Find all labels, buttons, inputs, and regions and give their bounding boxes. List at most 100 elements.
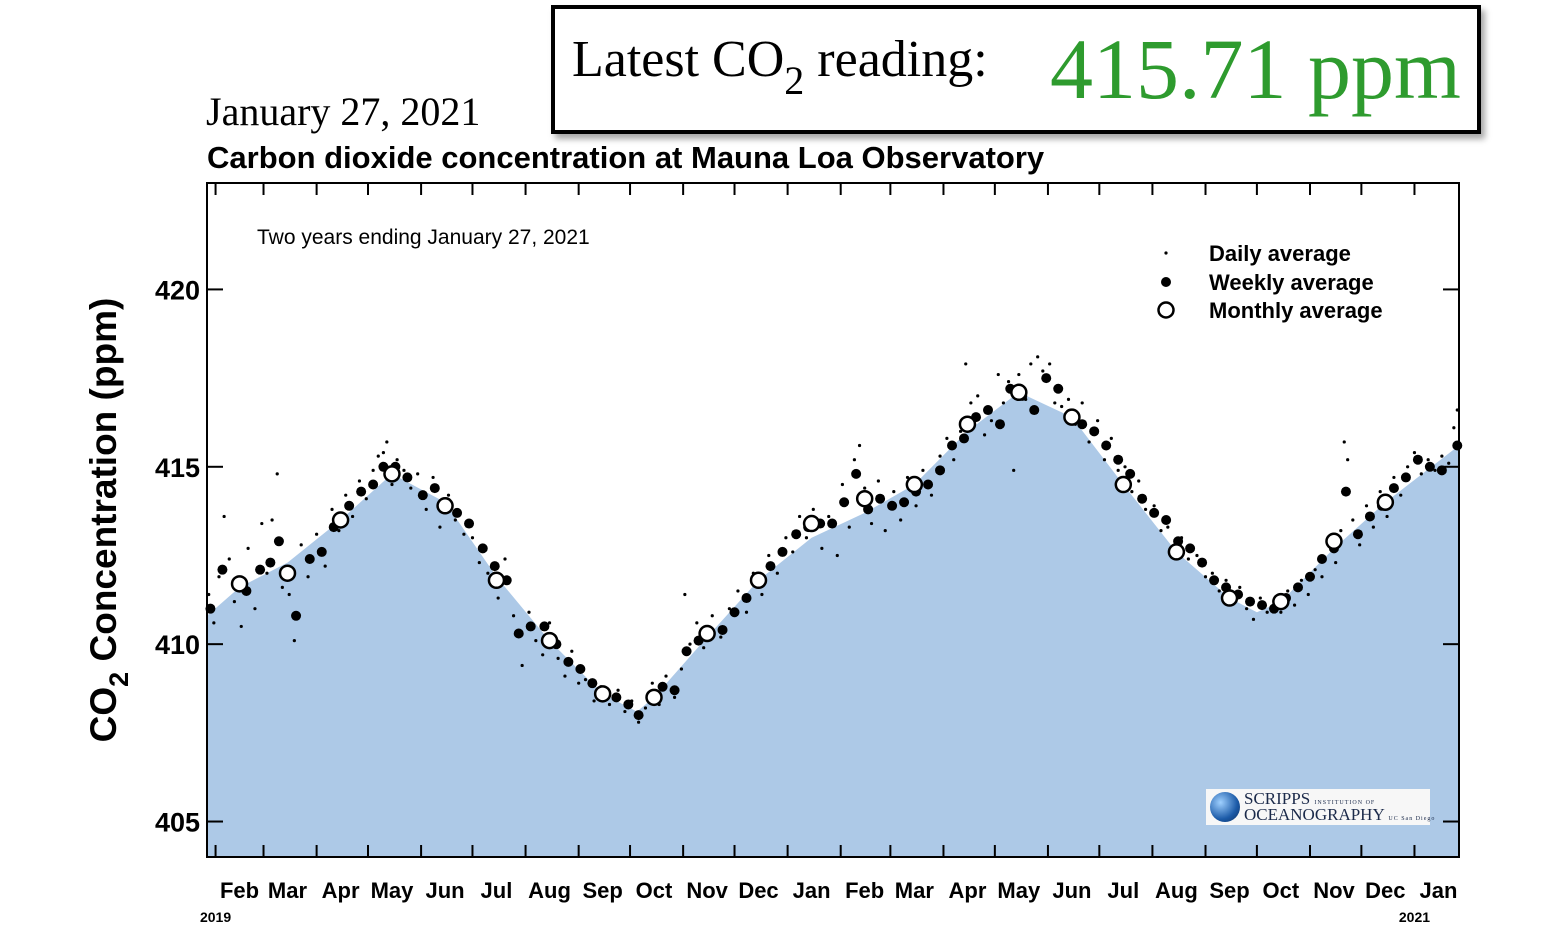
daily-point	[736, 589, 740, 593]
weekly-point	[681, 646, 692, 657]
weekly-point	[827, 518, 838, 529]
x-tick-label: Jun	[1052, 878, 1091, 903]
daily-point	[938, 454, 942, 458]
daily-point	[570, 649, 574, 653]
weekly-point	[316, 546, 327, 557]
daily-point	[1364, 504, 1369, 508]
daily-point	[395, 458, 399, 462]
daily-point	[1286, 589, 1290, 593]
weekly-point	[1304, 571, 1315, 582]
daily-point	[239, 624, 243, 629]
daily-point	[650, 681, 654, 685]
weekly-point	[923, 479, 934, 490]
daily-point	[592, 699, 596, 703]
daily-point	[964, 362, 968, 366]
weekly-point	[1101, 440, 1112, 451]
monthly-point	[331, 511, 350, 529]
daily-point	[1006, 380, 1011, 384]
daily-point	[863, 486, 867, 490]
x-tick-label: Oct	[1263, 878, 1300, 903]
chart-annotation: Two years ending January 27, 2021	[257, 226, 590, 249]
daily-point	[1406, 465, 1410, 469]
chart-date: January 27, 2021	[206, 89, 481, 134]
daily-point	[1334, 560, 1338, 565]
weekly-point	[1113, 454, 1124, 465]
weekly-point	[851, 468, 862, 479]
daily-point	[1419, 472, 1423, 476]
daily-point	[921, 468, 925, 472]
daily-point	[914, 504, 918, 508]
weekly-point	[777, 546, 788, 557]
monthly-point	[540, 631, 559, 650]
daily-point	[1029, 362, 1033, 366]
weekly-point	[994, 419, 1005, 430]
daily-point	[330, 507, 334, 511]
monthly-point	[802, 514, 821, 533]
daily-point	[265, 571, 269, 575]
weekly-point	[623, 699, 634, 710]
daily-point	[637, 720, 641, 724]
daily-point	[416, 472, 420, 476]
weekly-layer	[205, 373, 1463, 721]
weekly-point	[417, 490, 428, 501]
daily-point	[1412, 451, 1417, 455]
year-labels: 2019 2021	[200, 909, 1430, 925]
daily-point	[1137, 479, 1141, 483]
x-tick-label: Mar	[268, 878, 308, 903]
weekly-point	[429, 483, 440, 494]
daily-point	[899, 518, 903, 522]
daily-point	[1109, 436, 1113, 441]
daily-point	[315, 532, 319, 536]
daily-point	[1292, 603, 1297, 607]
daily-point	[982, 433, 987, 437]
monthly-point	[1010, 383, 1028, 402]
monthly-point	[749, 571, 768, 590]
x-tick-label: Jan	[1419, 878, 1457, 903]
daily-point	[744, 610, 749, 614]
weekly-point	[1293, 582, 1304, 593]
daily-point	[727, 607, 731, 611]
x-tick-label: Nov	[1313, 878, 1355, 903]
weekly-point	[633, 710, 644, 721]
weekly-point	[717, 624, 728, 635]
weekly-point	[1161, 515, 1172, 525]
weekly-point	[1029, 405, 1040, 416]
daily-point	[390, 482, 394, 487]
x-tick-label: Mar	[895, 878, 935, 903]
daily-point	[1433, 468, 1437, 472]
daily-point	[976, 394, 980, 398]
daily-point	[1210, 571, 1214, 575]
daily-point	[1116, 468, 1120, 472]
daily-point	[270, 518, 274, 522]
daily-point	[1339, 529, 1343, 533]
x-tick-label: Oct	[636, 878, 673, 903]
daily-point	[306, 575, 310, 579]
daily-point	[1251, 617, 1256, 621]
daily-point	[1217, 589, 1221, 593]
weekly-point	[899, 497, 910, 508]
daily-point	[470, 536, 475, 540]
x-tick-label: Sep	[1209, 878, 1249, 903]
monthly-point	[1167, 543, 1186, 561]
weekly-point	[1257, 600, 1268, 611]
weekly-point	[368, 479, 379, 490]
weekly-point	[729, 607, 740, 618]
daily-point	[222, 514, 226, 519]
latest-reading-value: 415.71 ppm	[1050, 21, 1461, 117]
weekly-point	[575, 663, 586, 674]
daily-point	[402, 468, 406, 472]
weekly-point	[587, 678, 598, 689]
daily-point	[1392, 475, 1396, 480]
daily-point	[556, 656, 560, 660]
daily-point	[287, 592, 291, 597]
legend-marker-monthly	[1157, 301, 1175, 319]
daily-point	[462, 532, 466, 536]
daily-point	[357, 479, 362, 483]
weekly-point	[402, 472, 413, 483]
daily-point	[577, 681, 581, 685]
x-tick-label: Nov	[686, 878, 728, 903]
daily-point	[511, 614, 516, 618]
daily-point	[623, 709, 627, 714]
daily-point	[852, 458, 857, 462]
daily-point	[385, 440, 389, 444]
